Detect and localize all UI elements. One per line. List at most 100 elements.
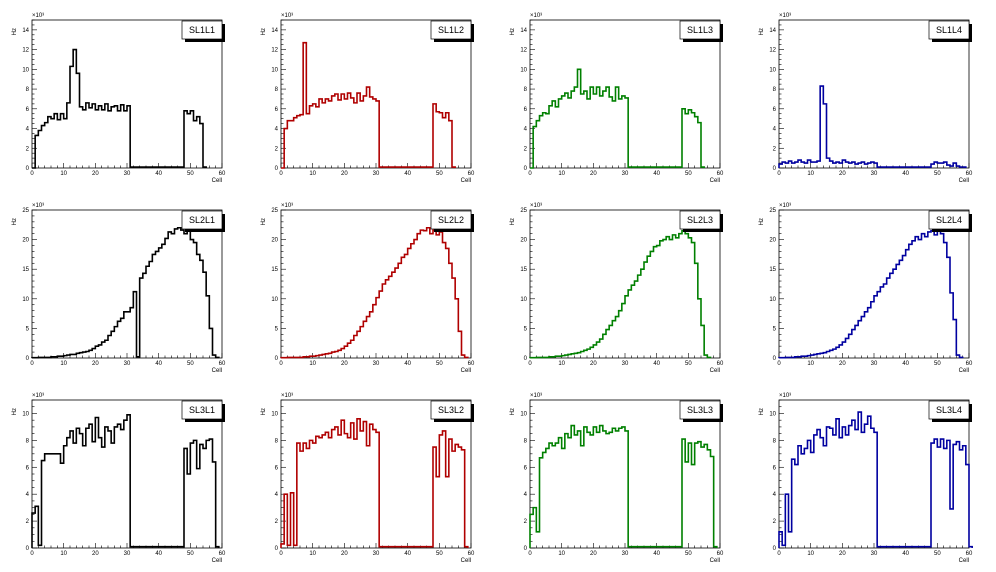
x-tick-label: 40 [155,551,162,557]
x-tick-label: 30 [124,551,131,557]
y-axis-title: Hz [12,218,18,225]
y-tick-label: 0 [524,546,528,552]
x-tick-label: 40 [404,171,411,177]
y-axis-title: Hz [261,408,267,415]
legend-box [928,210,970,230]
x-axis-title: Cell [959,368,969,374]
x-tick-label: 60 [966,171,973,177]
legend-title: SL3L1 [189,405,215,415]
y-axis-title: Hz [759,218,765,225]
histogram-svg: 0 10 20 30 40 50 60 0 2 4 6 8 10 12 14 ×10³ Hz Cell SL1L4 [759,13,973,184]
x-tick-label: 40 [902,551,909,557]
legend-box [430,20,472,40]
x-tick-label: 0 [279,171,283,177]
y-axis-title: Hz [510,218,516,225]
y-tick-label: 6 [524,465,528,471]
x-tick-label: 0 [528,171,532,177]
histogram-panel-sl1l4: 0 10 20 30 40 50 60 0 2 4 6 8 10 12 14 ×10³ Hz Cell SL1L4 [747,0,996,190]
legend-box [679,400,721,420]
histogram-series [281,41,456,169]
x-axis-title: Cell [959,558,969,564]
y-tick-label: 0 [524,356,528,362]
plot-frame [31,399,223,549]
y-tick-label: 20 [22,238,29,244]
legend-title: SL1L2 [438,25,464,35]
x-tick-label: 60 [468,361,475,367]
histogram-svg: 0 10 20 30 40 50 60 0 2 4 6 8 10 ×10³ Hz Cell SL3L2 [261,393,475,564]
y-tick-label: 2 [275,519,279,525]
y-tick-label: 4 [26,127,30,133]
x-tick-label: 0 [777,171,781,177]
x-tick-label: 50 [685,361,692,367]
y-tick-label: 14 [769,28,776,34]
y-tick-label: 10 [271,297,278,303]
histogram-panel-sl1l2: 0 10 20 30 40 50 60 0 2 4 6 8 10 12 14 ×10³ Hz Cell SL1L2 [249,0,498,190]
x-tick-label: 60 [966,361,973,367]
y-tick-label: 6 [773,465,777,471]
y-tick-label: 10 [520,411,527,417]
y-tick-label: 25 [271,208,278,214]
x-tick-label: 20 [590,551,597,557]
histogram-series [31,414,220,548]
x-tick-label: 60 [966,551,973,557]
x-axis-title: Cell [710,368,720,374]
plot-frame [529,399,721,549]
x-tick-label: 50 [934,171,941,177]
x-tick-label: 30 [124,171,131,177]
y-tick-label: 2 [26,519,30,525]
x-tick-label: 20 [341,361,348,367]
y-tick-label: 14 [520,28,527,34]
x-tick-label: 20 [839,551,846,557]
x-tick-label: 30 [871,551,878,557]
y-tick-label: 15 [520,267,527,273]
x-tick-label: 20 [839,361,846,367]
x-tick-label: 50 [187,551,194,557]
x-tick-label: 10 [60,551,67,557]
y-tick-label: 6 [773,107,777,113]
x-tick-label: 10 [558,171,565,177]
histogram-svg: 0 10 20 30 40 50 60 0 5 10 15 20 25×10³ Hz Cell SL2L2 [261,203,475,374]
x-tick-label: 60 [468,551,475,557]
x-tick-label: 60 [717,171,724,177]
y-tick-label: 0 [773,166,777,172]
y-tick-label: 20 [520,238,527,244]
y-tick-label: 4 [773,127,777,133]
x-axis-title: Cell [212,178,222,184]
histogram-panel-sl3l3: 0 10 20 30 40 50 60 0 2 4 6 8 10 ×10³ Hz Cell SL3L3 [498,380,747,570]
legend-title: SL2L2 [438,215,464,225]
histogram-svg: 0 10 20 30 40 50 60 0 2 4 6 8 10 ×10³ Hz Cell SL3L4 [759,393,973,564]
histogram-series [778,85,967,168]
y-tick-label: 4 [26,492,30,498]
y-tick-label: 10 [769,297,776,303]
x-tick-label: 0 [30,551,34,557]
histogram-svg: 0 10 20 30 40 50 60 0 5 10 15 20 25×10³ Hz Cell SL2L4 [759,203,973,374]
y-tick-label: 6 [524,107,528,113]
x-axis-title: Cell [461,368,471,374]
x-tick-label: 30 [871,361,878,367]
legend-title: SL3L4 [936,405,962,415]
histogram-series [530,68,705,169]
plot-frame [778,399,970,549]
x-tick-label: 30 [373,171,380,177]
x-tick-label: 0 [279,361,283,367]
histogram-svg: 0 10 20 30 40 50 60 0 2 4 6 8 10 12 14 ×10³ Hz Cell SL1L3 [510,13,724,184]
x-tick-label: 20 [92,361,99,367]
x-tick-label: 20 [341,171,348,177]
legend-title: SL2L3 [687,215,713,225]
legend-title: SL1L3 [687,25,713,35]
x-tick-label: 50 [187,171,194,177]
histogram-series [32,48,207,169]
x-tick-label: 0 [777,551,781,557]
histogram-svg: 0 10 20 30 40 50 60 0 5 10 15 20 25×10³ Hz Cell SL2L1 [12,203,226,374]
x-tick-label: 0 [528,551,532,557]
histogram-svg: 0 10 20 30 40 50 60 0 2 4 6 8 10 12 14 ×10³ Hz Cell SL1L1 [12,13,226,184]
y-tick-label: 6 [275,465,279,471]
legend-box [181,20,223,40]
y-exponent-label: ×10³ [779,13,791,19]
x-tick-label: 30 [622,171,629,177]
y-exponent-label: ×10³ [779,203,791,209]
histogram-series [280,226,469,359]
histogram-series [529,424,718,548]
x-tick-label: 10 [60,361,67,367]
x-tick-label: 10 [309,361,316,367]
